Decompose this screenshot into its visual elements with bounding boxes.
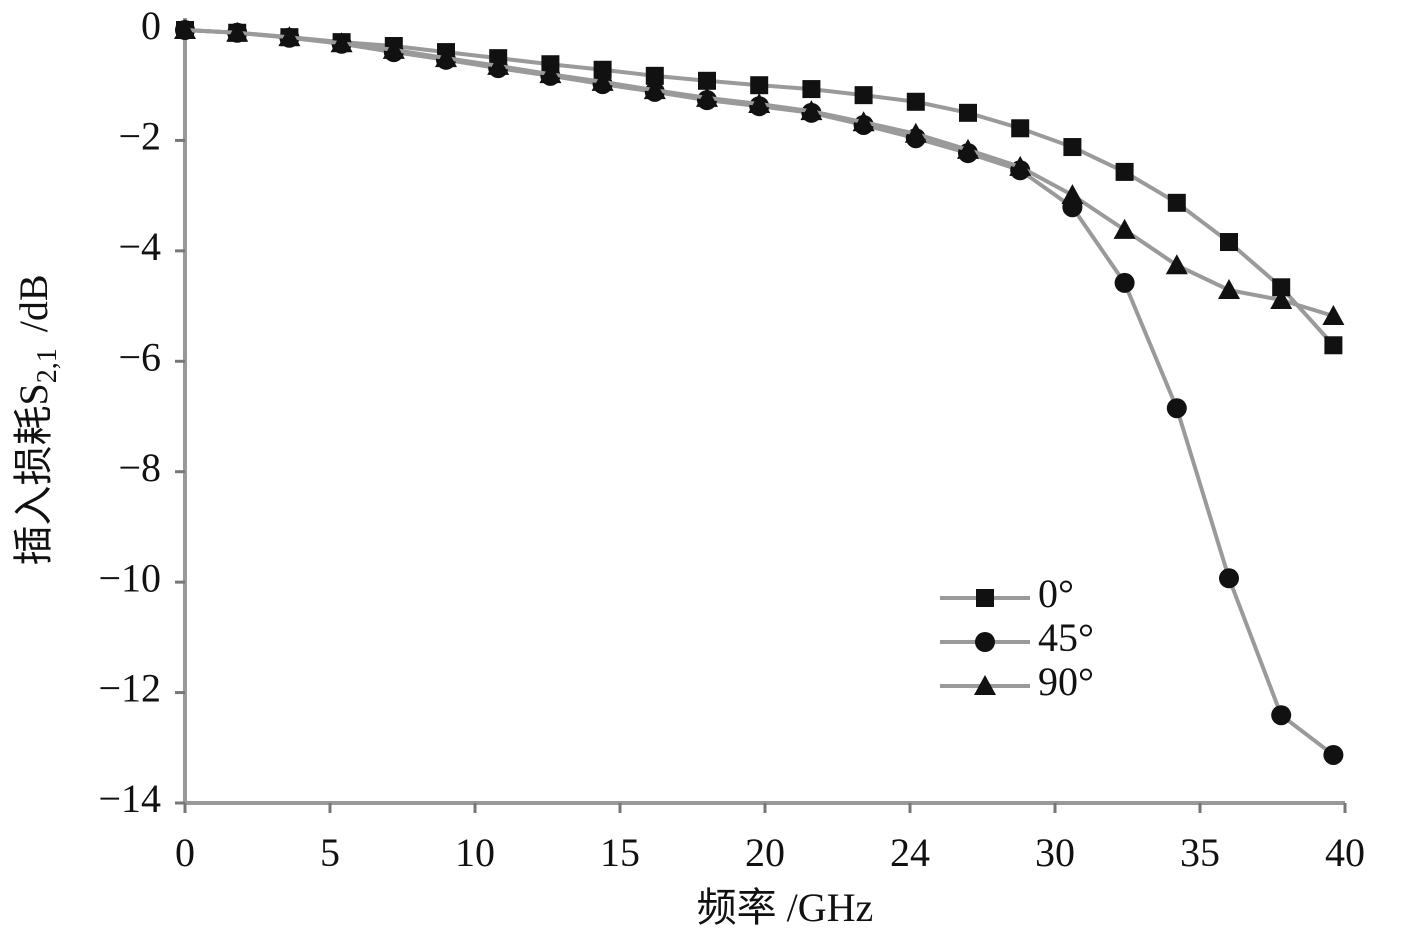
marker-square [698, 71, 716, 90]
marker-square [1167, 193, 1186, 212]
marker-square [976, 589, 994, 607]
x-tick-label: 35 [1180, 830, 1220, 875]
marker-triangle [1009, 155, 1032, 176]
y-tick-label: −14 [98, 776, 161, 821]
marker-triangle [382, 38, 405, 59]
series-line [184, 28, 1335, 757]
marker-triangle [487, 54, 510, 75]
marker-triangle [957, 138, 979, 159]
x-tick-label: 40 [1325, 830, 1365, 875]
y-tick-label: −6 [118, 334, 161, 379]
x-tick-label: 15 [600, 830, 640, 875]
marker-triangle [800, 100, 823, 121]
x-tick-label: 20 [745, 830, 785, 875]
x-tick-label: 30 [1035, 830, 1075, 875]
x-tick-label: 24 [890, 830, 930, 875]
marker-circle [1271, 705, 1292, 726]
marker-triangle [1270, 288, 1293, 309]
marker-square [1115, 162, 1134, 181]
marker-triangle [1113, 218, 1136, 239]
marker-circle [1219, 568, 1239, 589]
marker-circle [1166, 398, 1187, 419]
marker-triangle [904, 122, 927, 143]
y-tick-label: −8 [118, 445, 161, 490]
marker-square [1324, 336, 1343, 355]
marker-circle [1114, 272, 1135, 293]
marker-triangle [226, 21, 249, 42]
marker-square [959, 103, 977, 122]
y-tick-label: −10 [98, 555, 161, 600]
legend-label: 0° [1038, 571, 1074, 616]
marker-triangle [974, 675, 996, 695]
y-axis-label-subscript: 2,1 [32, 348, 63, 383]
marker-square [802, 80, 821, 99]
marker-triangle [591, 70, 614, 91]
marker-triangle [1322, 305, 1345, 326]
y-tick-label: 0 [141, 3, 161, 48]
marker-square [645, 66, 664, 85]
x-tick-label: 10 [455, 830, 495, 875]
y-tick-label: −12 [98, 666, 161, 711]
marker-triangle [435, 47, 457, 68]
marker-triangle [748, 92, 771, 113]
marker-triangle [1061, 184, 1084, 205]
y-axis-label-unit: /dB [11, 274, 56, 332]
legend-label: 45° [1038, 615, 1094, 660]
y-tick-label: −2 [118, 114, 161, 159]
marker-triangle [696, 86, 718, 107]
x-axis-label: 频率 /GHz [697, 885, 874, 930]
y-axis-label-text: 插入损耗S [11, 383, 56, 565]
marker-square [1063, 138, 1082, 157]
marker-triangle [643, 79, 666, 100]
marker-triangle [174, 19, 196, 39]
marker-square [750, 76, 769, 95]
marker-triangle [1165, 254, 1188, 275]
marker-triangle [1218, 279, 1240, 300]
marker-circle [1323, 744, 1344, 765]
marker-square [1272, 278, 1291, 297]
marker-triangle [278, 26, 301, 47]
marker-circle [975, 632, 995, 652]
series-line [184, 28, 1334, 318]
marker-triangle [330, 32, 353, 53]
marker-square [854, 86, 873, 105]
x-tick-label: 0 [175, 830, 195, 875]
y-tick-label: −4 [118, 224, 161, 269]
marker-triangle [852, 111, 875, 132]
marker-square [906, 92, 925, 111]
marker-triangle [539, 63, 562, 84]
marker-square [1011, 119, 1030, 138]
marker-square [1220, 233, 1238, 252]
legend-label: 90° [1038, 659, 1094, 704]
y-axis-label: 插入损耗S2,1/dB [11, 274, 63, 565]
marker-square [593, 60, 612, 79]
x-tick-label: 5 [320, 830, 340, 875]
